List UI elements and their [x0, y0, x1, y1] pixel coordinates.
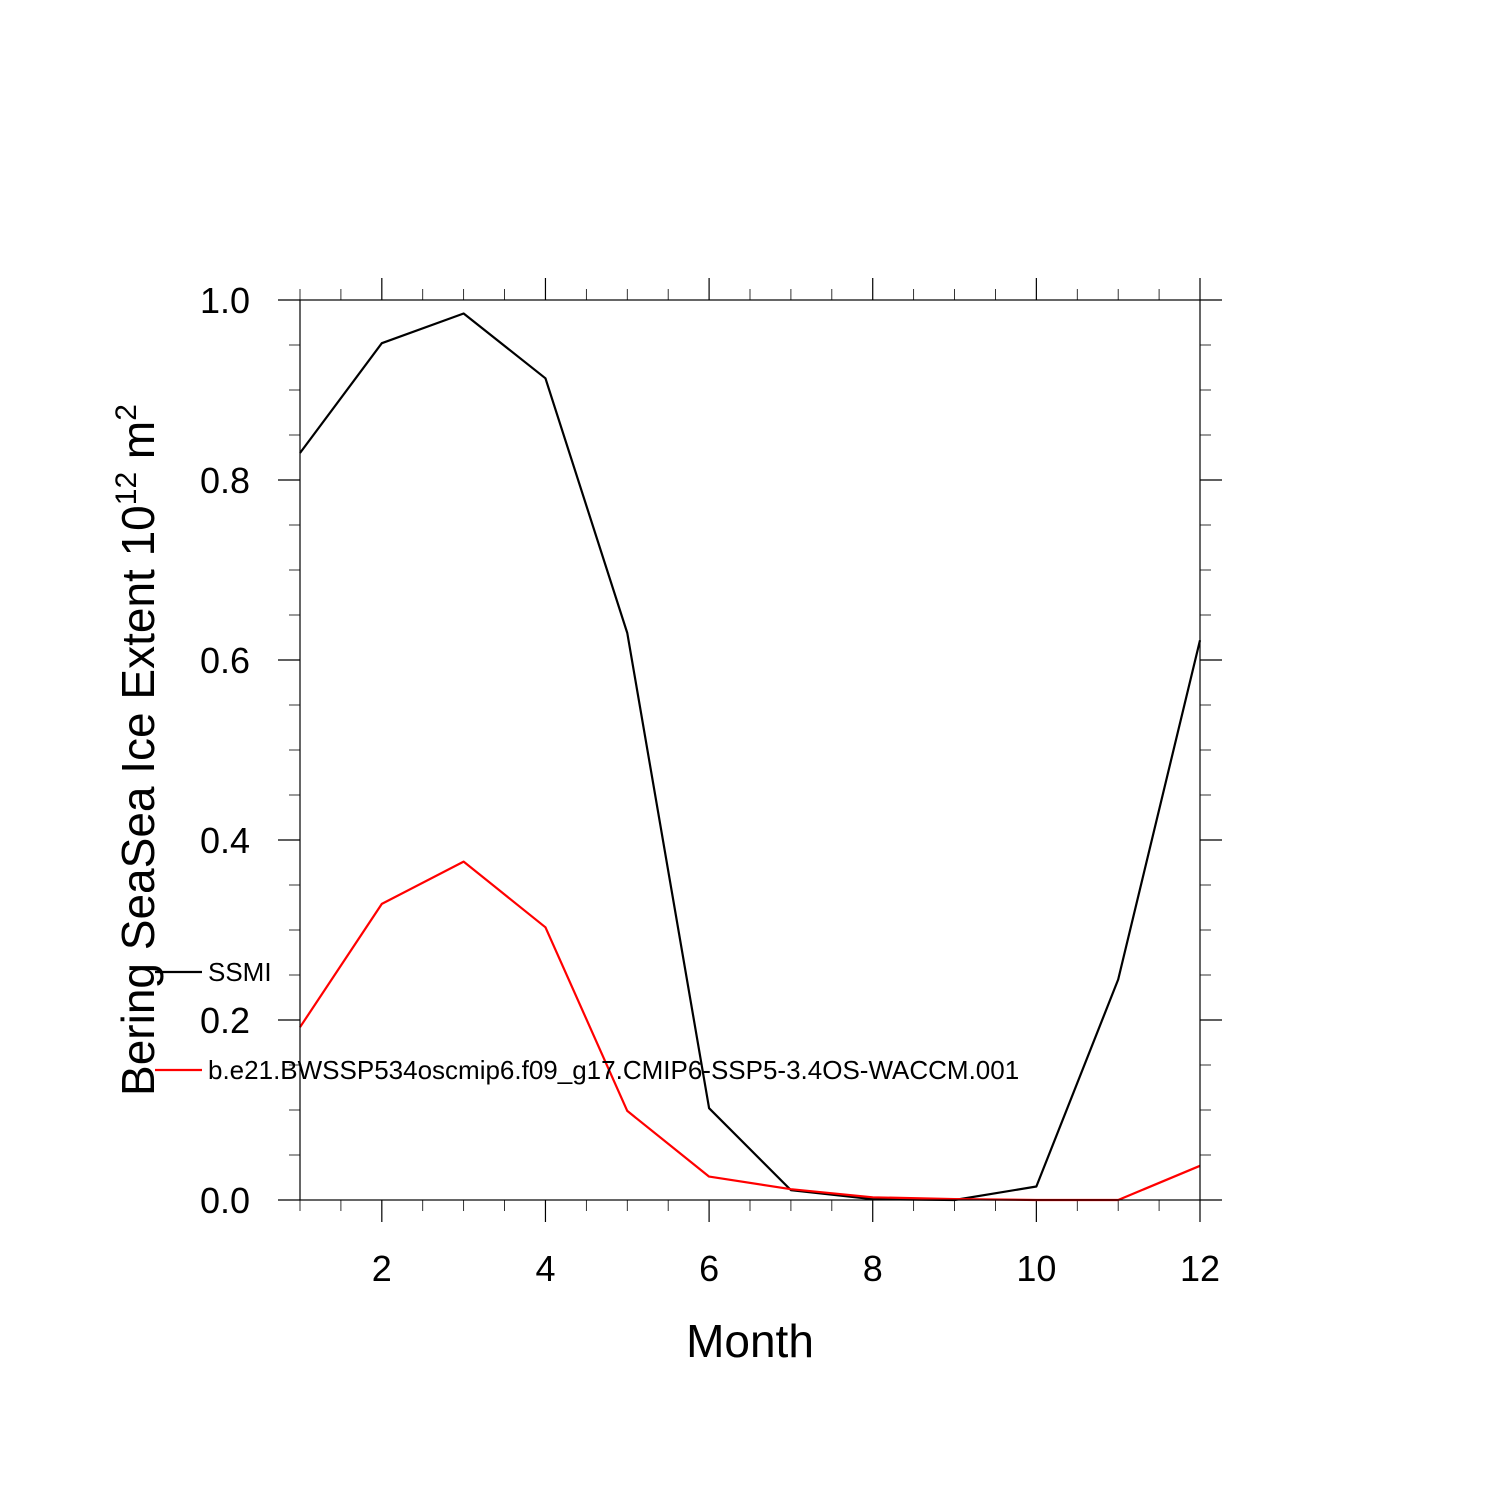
y-axis-title-unit-exponent: 2	[110, 404, 143, 421]
x-tick-label: 2	[372, 1248, 392, 1289]
x-axis-title: Month	[686, 1315, 814, 1367]
y-tick-label: 0.2	[200, 1000, 250, 1041]
axis-ticks	[278, 278, 1222, 1222]
tick-labels: 2 4 6 8 10 12 0.0 0.2 0.4 0.6 0.8 1.0	[200, 280, 1220, 1289]
y-axis-title-exponent: 12	[110, 472, 143, 505]
legend-label-2: b.e21.BWSSP534oscmip6.f09_g17.CMIP6-SSP5…	[208, 1055, 1019, 1085]
x-tick-label: 4	[535, 1248, 555, 1289]
plot-frame	[299, 299, 1201, 1201]
y-tick-label: 1.0	[200, 280, 250, 321]
y-axis-title-unit: m	[112, 421, 164, 472]
y-tick-label: 0.6	[200, 640, 250, 681]
x-tick-label: 10	[1016, 1248, 1056, 1289]
y-tick-label: 0.8	[200, 460, 250, 501]
y-tick-label: 0.4	[200, 820, 250, 861]
y-axis-title-text: Bering SeaSea Ice Extent 10	[112, 505, 164, 1096]
legend: SSMI b.e21.BWSSP534oscmip6.f09_g17.CMIP6-…	[155, 957, 1019, 1085]
y-axis-title: Bering SeaSea Ice Extent 1012 m2	[110, 404, 164, 1096]
y-tick-label: 0.0	[200, 1180, 250, 1221]
series-line-1	[299, 312, 1202, 1202]
x-tick-label: 6	[699, 1248, 719, 1289]
x-tick-label: 12	[1180, 1248, 1220, 1289]
x-tick-label: 8	[863, 1248, 883, 1289]
legend-label-1: SSMI	[208, 957, 272, 987]
